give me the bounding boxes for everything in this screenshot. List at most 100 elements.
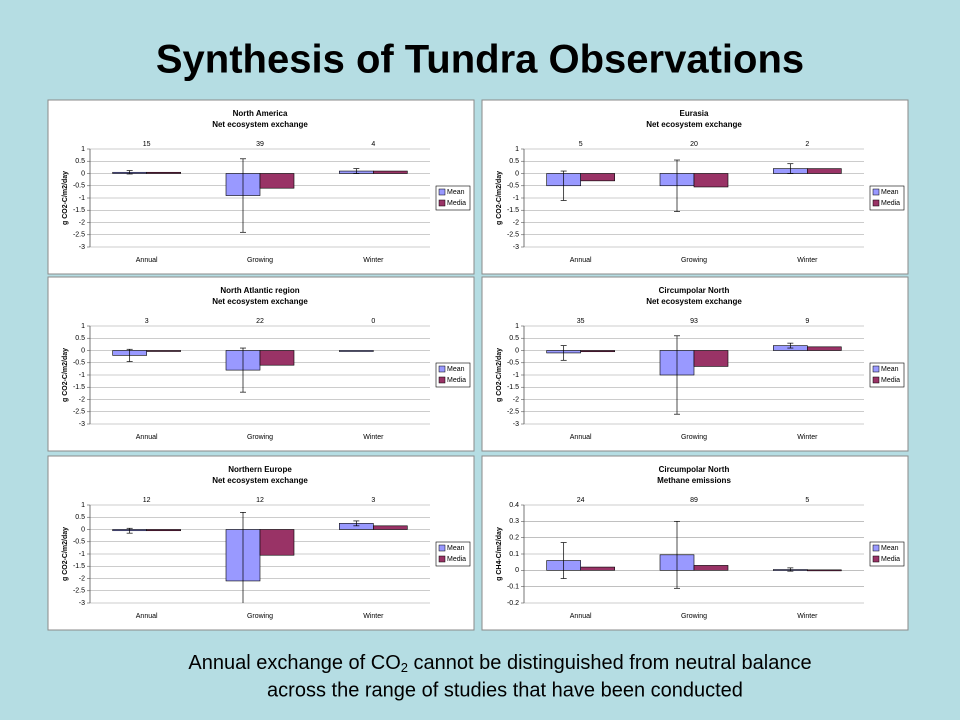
legend-label: Media — [881, 377, 900, 384]
chart-subtitle: Methane emissions — [657, 476, 731, 485]
legend-label: Mean — [447, 366, 465, 373]
plot-area — [546, 520, 842, 589]
legend: Mean Media — [869, 185, 905, 211]
y-tick-label: -2.5 — [507, 232, 519, 239]
x-tick-label: Annual — [570, 257, 592, 264]
x-tick-label: Winter — [797, 257, 818, 264]
error-bar — [240, 347, 246, 393]
legend-label: Mean — [881, 545, 899, 552]
legend-swatch — [438, 188, 446, 196]
legend: Mean Media — [435, 185, 471, 211]
y-tick-label: -1.5 — [507, 207, 519, 214]
chart-panel: Eurasia Net ecosystem exchange g CO2-C/m2/… — [481, 99, 909, 275]
y-axis-label: g CO2-C/m2/day — [496, 348, 503, 402]
legend-label: Media — [881, 556, 900, 563]
legend-swatch — [438, 365, 446, 373]
legend-swatch — [872, 188, 880, 196]
y-tick-label: 1 — [81, 502, 85, 509]
caption-text: Annual exchange of CO — [188, 652, 400, 674]
y-tick-label: -3 — [79, 244, 85, 251]
bar — [146, 529, 181, 532]
bar — [580, 350, 615, 353]
y-tick-label: 1 — [515, 146, 519, 153]
y-tick-label: 0.3 — [509, 518, 519, 525]
bar — [373, 525, 408, 530]
y-tick-label: -1 — [79, 195, 85, 202]
bar — [693, 350, 729, 367]
y-axis-label: g CH4-C/m2/day — [496, 527, 503, 581]
x-tick-label: Growing — [247, 613, 273, 620]
y-tick-label: -2 — [513, 396, 519, 403]
y-tick-label: -2.5 — [73, 232, 85, 239]
chart-title: Eurasia — [680, 109, 709, 118]
plot-area — [112, 347, 374, 393]
bar — [580, 173, 615, 182]
chart-panel: Circumpolar North Net ecosystem exchange g… — [481, 276, 909, 452]
y-tick-label: -3 — [513, 421, 519, 428]
plot-area — [546, 159, 842, 212]
legend-swatch — [438, 544, 446, 552]
legend-swatch — [438, 555, 446, 563]
count-label: 93 — [690, 318, 698, 325]
y-tick-label: 0.5 — [75, 335, 85, 342]
panel-background — [481, 455, 909, 631]
count-label: 5 — [805, 497, 809, 504]
y-tick-label: -1.5 — [73, 563, 85, 570]
y-tick-label: -2.5 — [507, 409, 519, 416]
bar — [693, 173, 729, 188]
x-tick-label: Winter — [363, 613, 384, 620]
count-label: 22 — [256, 318, 264, 325]
y-tick-label: 0.5 — [509, 335, 519, 342]
x-tick-label: Annual — [570, 434, 592, 441]
legend: Mean Media — [435, 362, 471, 388]
y-tick-label: -2 — [79, 219, 85, 226]
y-tick-label: 0.5 — [509, 158, 519, 165]
bar — [146, 171, 181, 174]
count-label: 3 — [145, 318, 149, 325]
y-tick-label: 0.2 — [509, 535, 519, 542]
y-tick-label: -0.5 — [507, 183, 519, 190]
bar — [693, 565, 729, 571]
bar — [259, 529, 295, 556]
y-tick-label: 0.4 — [509, 502, 519, 509]
y-tick-label: 0.5 — [75, 514, 85, 521]
error-bar — [674, 520, 680, 589]
plot-area — [112, 511, 408, 603]
error-bar — [126, 170, 133, 175]
bar — [807, 168, 842, 174]
legend-swatch — [872, 544, 880, 552]
error-bar — [787, 342, 794, 349]
y-tick-label: -0.5 — [507, 360, 519, 367]
chart-subtitle: Net ecosystem exchange — [212, 476, 308, 485]
bar — [807, 346, 842, 351]
x-tick-label: Annual — [136, 257, 158, 264]
chart-subtitle: Net ecosystem exchange — [646, 297, 742, 306]
legend-swatch — [438, 376, 446, 384]
bar — [259, 173, 295, 189]
bar — [339, 350, 374, 352]
chart-subtitle: Net ecosystem exchange — [212, 120, 308, 129]
legend-label: Mean — [447, 189, 465, 196]
x-tick-label: Annual — [136, 613, 158, 620]
slide-title: Synthesis of Tundra Observations — [156, 38, 804, 82]
chart-panel: Northern Europe Net ecosystem exchange g C… — [47, 455, 475, 631]
y-axis-label: g CO2-C/m2/day — [62, 171, 69, 225]
chart-subtitle: Net ecosystem exchange — [212, 297, 308, 306]
y-tick-label: -2 — [513, 219, 519, 226]
error-bar — [240, 158, 246, 233]
plot-area — [112, 158, 408, 233]
y-tick-label: -2 — [79, 575, 85, 582]
x-tick-label: Winter — [797, 613, 818, 620]
y-tick-label: 0 — [515, 347, 519, 354]
y-tick-label: -0.1 — [507, 584, 519, 591]
y-tick-label: 1 — [81, 146, 85, 153]
count-label: 9 — [805, 318, 809, 325]
x-tick-label: Winter — [797, 434, 818, 441]
x-tick-label: Growing — [681, 434, 707, 441]
y-tick-label: 0.1 — [509, 551, 519, 558]
y-tick-label: -1.5 — [507, 384, 519, 391]
legend-label: Media — [881, 200, 900, 207]
count-label: 2 — [805, 141, 809, 148]
y-tick-label: 0 — [515, 170, 519, 177]
